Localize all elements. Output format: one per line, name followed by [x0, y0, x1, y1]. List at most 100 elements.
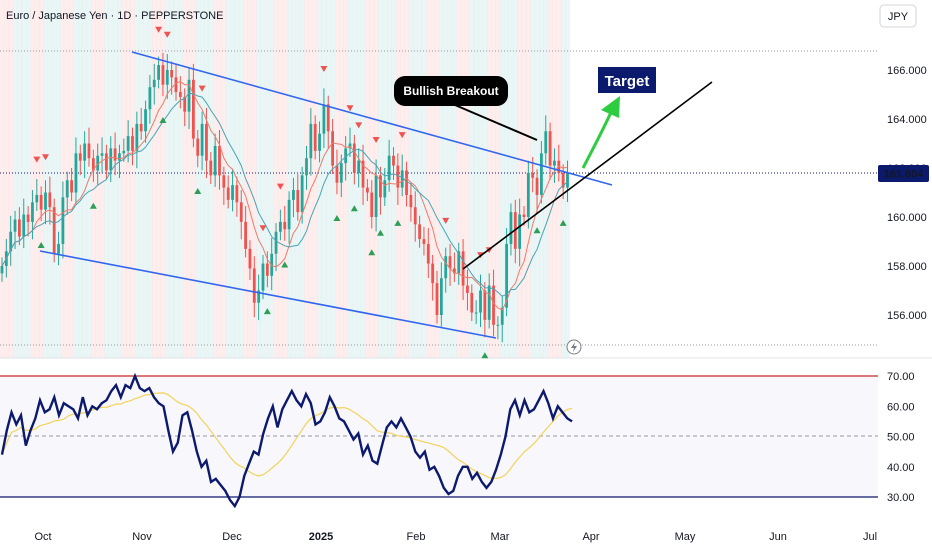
sell-signal-marker — [346, 105, 354, 112]
candle-body — [178, 92, 182, 97]
buy-signal-marker — [394, 219, 402, 226]
candle-body — [22, 214, 26, 237]
candle-body — [500, 307, 504, 325]
signal-band — [56, 0, 61, 358]
signal-band — [191, 0, 196, 358]
signal-band — [269, 0, 275, 358]
buy-signal-marker — [194, 188, 202, 195]
candle-body — [439, 278, 443, 315]
price-tick-label: 158.000 — [887, 261, 927, 273]
signal-band — [317, 0, 322, 358]
last-price-badge — [878, 165, 929, 182]
alert-bolt-icon[interactable] — [566, 339, 582, 355]
candle-body — [9, 231, 13, 252]
candle-body — [265, 263, 269, 276]
price-axis: 166.000164.000162.000160.000158.000156.0… — [878, 4, 929, 504]
fast-moving-average — [1, 81, 568, 311]
candle-body — [44, 192, 47, 210]
candle-body — [57, 243, 60, 254]
candle-body — [296, 190, 300, 213]
signal-band — [308, 0, 314, 358]
candle-body — [518, 214, 522, 249]
signal-band — [38, 0, 44, 358]
candle-body — [196, 138, 200, 156]
target-label: Target — [605, 73, 650, 90]
sell-signal-marker — [163, 31, 171, 38]
signal-band — [365, 0, 370, 358]
signal-band — [160, 0, 166, 358]
candle-body — [305, 158, 308, 176]
candle-body — [400, 170, 404, 188]
candle-body — [100, 153, 104, 156]
signal-band — [482, 0, 488, 358]
sell-signal-marker — [42, 154, 49, 161]
signal-band — [173, 0, 179, 358]
time-tick-label: Oct — [34, 531, 51, 543]
candle-body — [213, 145, 217, 176]
candle-body — [392, 155, 395, 166]
candle-body — [409, 194, 413, 208]
candle-body — [61, 197, 65, 244]
rsi-panel — [0, 372, 878, 509]
buy-signal-marker — [533, 227, 541, 234]
candle-body — [261, 263, 265, 291]
candle-body — [35, 194, 39, 203]
signal-band — [78, 0, 83, 358]
candle-body — [113, 148, 117, 161]
rsi-tick-label: 50.00 — [887, 432, 915, 444]
candle-body — [374, 175, 378, 217]
rising-trendline — [462, 81, 713, 270]
candle-body — [366, 187, 369, 193]
candle-body — [78, 153, 82, 161]
candle-body — [492, 285, 495, 325]
signal-band — [139, 0, 144, 358]
currency-button-label[interactable]: JPY — [888, 11, 909, 23]
signal-band — [260, 0, 266, 358]
candle-body — [422, 239, 426, 244]
sell-signal-marker — [155, 26, 163, 33]
signal-band — [408, 0, 414, 358]
candle-body — [139, 123, 143, 132]
channel-lower-line — [39, 250, 497, 339]
candle-body — [335, 165, 339, 183]
signal-band — [125, 0, 131, 358]
candle-body — [161, 65, 165, 85]
signal-band — [469, 0, 475, 358]
buy-signal-marker — [281, 261, 289, 268]
candle-body — [474, 312, 478, 314]
candle-body — [87, 143, 91, 159]
signal-band — [330, 0, 335, 358]
candle-body — [105, 153, 108, 171]
time-tick-label: Nov — [132, 531, 152, 543]
signal-band — [326, 0, 331, 358]
candle-body — [13, 219, 17, 232]
candle-body — [561, 172, 565, 188]
price-tick-label: 164.000 — [887, 114, 927, 126]
candle-body — [157, 65, 160, 80]
signal-band — [273, 0, 279, 358]
signal-band — [134, 0, 140, 358]
signal-band — [60, 0, 66, 358]
signal-band — [182, 0, 188, 358]
candle-body — [483, 290, 487, 320]
candle-body — [152, 79, 156, 88]
channel-upper-line — [131, 51, 613, 186]
signal-band — [147, 0, 153, 358]
buy-signal-marker — [333, 215, 341, 221]
annotation-layer: Euro / Japanese Yen · 1D · PEPPERSTONE Bu… — [6, 10, 656, 355]
candle-body — [226, 187, 230, 200]
signal-band — [169, 0, 175, 358]
signal-band — [82, 0, 88, 358]
candle-body — [231, 185, 234, 200]
price-tick-label: 156.000 — [887, 310, 927, 322]
currency-button[interactable] — [879, 4, 917, 28]
grid-lines — [0, 50, 932, 359]
candle-body — [126, 136, 130, 151]
candle-body — [466, 285, 469, 293]
candle-body — [270, 253, 274, 276]
candle-body — [165, 70, 169, 85]
signal-band — [43, 0, 48, 358]
signal-band — [8, 0, 14, 358]
time-tick-label: Dec — [222, 531, 242, 543]
